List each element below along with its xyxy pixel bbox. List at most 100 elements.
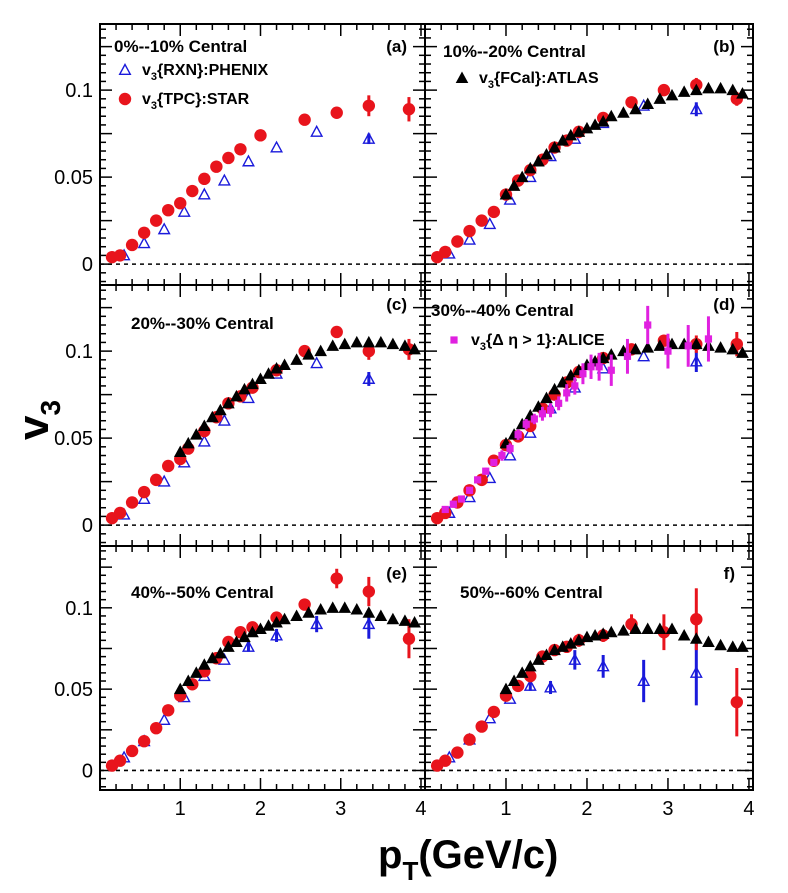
data-point-atlas <box>507 179 521 191</box>
x-tick-label: 2 <box>581 798 592 820</box>
data-point-atlas <box>314 344 327 357</box>
data-point-alice <box>546 406 555 414</box>
data-point-atlas <box>230 389 243 402</box>
data-point-alice <box>441 505 449 514</box>
data-point-star <box>113 754 127 767</box>
data-point-atlas <box>338 601 352 613</box>
data-point-atlas <box>222 640 235 652</box>
data-point-star <box>475 214 488 227</box>
y-tick-label: 0 <box>82 515 93 537</box>
panel-f: 50%--60% Central f) <box>425 546 753 790</box>
data-point-phenix <box>270 628 284 641</box>
data-point-atlas <box>653 622 667 634</box>
data-point-star <box>690 613 703 626</box>
data-point-atlas <box>230 635 243 647</box>
data-point-alice <box>704 335 713 343</box>
data-point-star <box>463 733 476 746</box>
data-point-star <box>149 473 163 487</box>
data-point-atlas <box>254 372 267 384</box>
y-tick-label: 0 <box>82 760 93 782</box>
data-point-star <box>149 214 163 227</box>
data-point-atlas <box>262 619 275 631</box>
panel-b: 10%--20% Central (b) v3{FCal}:ATLAS <box>425 24 753 285</box>
data-point-alice <box>595 363 603 371</box>
data-point-atlas <box>499 188 513 200</box>
data-point-atlas <box>386 612 400 625</box>
y-tick-label: 0.05 <box>54 679 93 701</box>
series-alice <box>441 305 713 514</box>
plot-frame <box>99 23 754 791</box>
legend-marker-star <box>118 92 132 106</box>
data-point-atlas <box>677 628 691 641</box>
data-point-atlas <box>278 358 291 371</box>
data-point-phenix <box>362 371 376 384</box>
data-point-star <box>298 113 311 126</box>
data-point-atlas <box>572 633 586 646</box>
data-point-star <box>125 496 139 509</box>
data-point-atlas <box>617 106 630 118</box>
data-point-atlas <box>580 121 594 134</box>
data-point-star <box>330 572 343 585</box>
data-point-phenix <box>177 204 191 217</box>
data-point-atlas <box>189 428 203 440</box>
data-point-atlas <box>189 666 203 678</box>
data-point-atlas <box>726 342 740 355</box>
data-point-atlas <box>198 419 211 431</box>
data-point-atlas <box>408 615 421 628</box>
data-point-alice <box>563 389 571 397</box>
data-point-atlas <box>270 362 283 374</box>
data-point-phenix <box>596 659 610 672</box>
legend-entry-alice: v3{Δ η > 1}:ALICE <box>471 332 605 353</box>
data-point-atlas <box>386 337 400 350</box>
panel-a: 0 0.05 0.1 0%--10% Central (a) v3{RXN}:PHENIX… <box>54 24 425 285</box>
panel-label: (d) <box>713 295 735 314</box>
data-point-atlas <box>677 85 691 97</box>
data-point-phenix <box>362 617 376 630</box>
data-point-star <box>113 506 127 520</box>
data-point-atlas <box>290 609 303 621</box>
data-point-atlas <box>238 382 251 395</box>
data-point-star <box>463 224 476 238</box>
data-point-atlas <box>198 658 211 670</box>
series-star <box>105 95 416 264</box>
data-point-atlas <box>302 606 315 618</box>
panel-title: 40%--50% Central <box>131 583 274 602</box>
legend-entry-phenix: v3{RXN}:PHENIX <box>142 62 268 83</box>
data-point-atlas <box>507 674 521 687</box>
panel-label: f) <box>724 564 735 583</box>
panel-e: 0 0.05 0.1 40%--50% Central (e) <box>54 546 425 790</box>
data-point-atlas <box>499 682 513 695</box>
data-point-atlas <box>702 635 715 647</box>
data-point-atlas <box>604 109 618 122</box>
data-point-star <box>362 344 376 358</box>
data-point-phenix <box>197 434 211 447</box>
data-point-atlas <box>641 341 655 353</box>
panel-title: 0%--10% Central <box>114 37 247 56</box>
data-point-star <box>475 720 488 733</box>
data-point-phenix <box>157 222 171 235</box>
data-point-star <box>362 99 376 112</box>
x-tick-label: 3 <box>662 798 673 820</box>
data-point-atlas <box>690 83 703 96</box>
data-point-atlas <box>641 622 655 634</box>
data-point-atlas <box>736 640 749 652</box>
data-point-atlas <box>629 622 642 634</box>
data-point-star <box>162 704 175 717</box>
series-phenix <box>442 98 703 259</box>
data-point-atlas <box>604 625 618 638</box>
data-point-star <box>125 238 139 252</box>
data-point-star <box>254 129 267 142</box>
data-point-alice <box>506 444 514 453</box>
data-point-phenix <box>310 617 324 630</box>
data-point-atlas <box>588 118 602 130</box>
data-point-atlas <box>572 125 586 137</box>
data-point-atlas <box>596 114 610 127</box>
series-phenix <box>442 640 703 763</box>
data-point-phenix <box>523 170 537 183</box>
series-phenix <box>117 356 376 520</box>
data-point-atlas <box>714 341 727 353</box>
data-point-alice <box>449 500 457 508</box>
data-point-phenix <box>137 492 151 505</box>
series-star <box>105 325 416 525</box>
